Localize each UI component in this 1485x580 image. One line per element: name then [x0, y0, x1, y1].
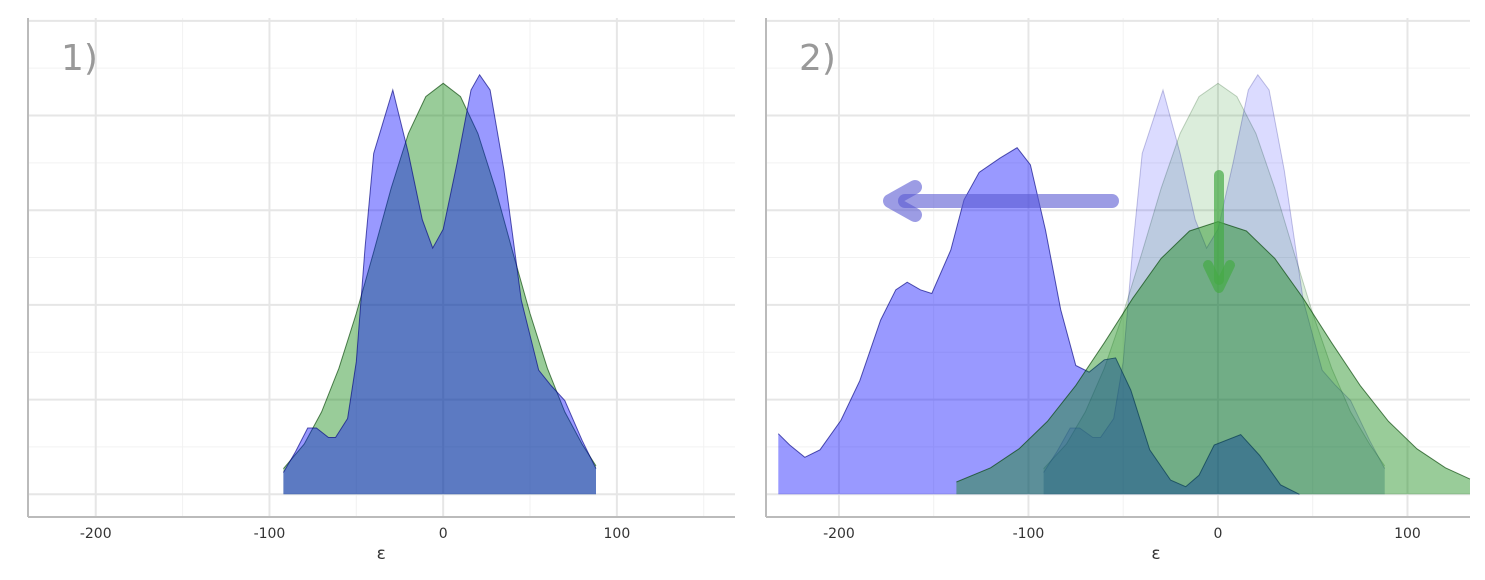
x-tick-label: -100 — [254, 526, 286, 542]
area-outline — [283, 82, 597, 470]
x-axis-label: ε — [377, 544, 386, 564]
x-tick-label: 100 — [1394, 526, 1421, 542]
panel-title: 2) — [799, 38, 836, 79]
panel-title: 1) — [61, 38, 98, 79]
x-tick-label: 100 — [604, 526, 631, 542]
x-tick-label: -200 — [80, 526, 112, 542]
area — [283, 83, 596, 495]
x-tick-label: 0 — [439, 526, 448, 542]
area — [956, 221, 1470, 495]
area-outline — [777, 147, 1300, 495]
spread-arrow-head — [1203, 260, 1235, 293]
x-axis-label: ε — [1151, 544, 1160, 564]
x-tick-label: -100 — [1013, 526, 1045, 542]
shift-arrow-head — [883, 180, 922, 222]
x-tick-label: 0 — [1214, 526, 1223, 542]
area — [283, 74, 596, 495]
area-outline — [1043, 82, 1386, 470]
area — [778, 147, 1300, 495]
area-outline — [282, 73, 597, 473]
x-tick-label: -200 — [823, 526, 855, 542]
annotations — [883, 170, 1235, 293]
area-outline — [1043, 73, 1386, 473]
